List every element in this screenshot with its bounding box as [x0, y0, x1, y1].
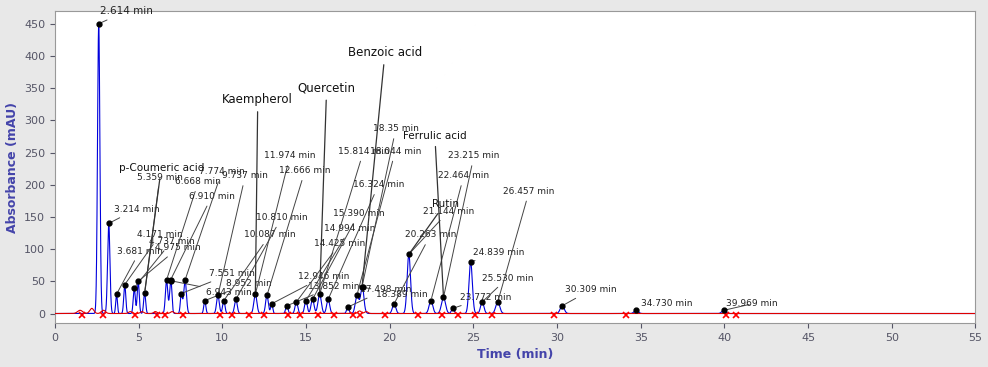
Text: 3.681 min: 3.681 min — [117, 247, 163, 292]
Text: 23.215 min: 23.215 min — [444, 151, 500, 295]
Text: 34.730 min: 34.730 min — [636, 299, 693, 310]
Text: 26.457 min: 26.457 min — [499, 187, 555, 299]
Text: 20.263 min: 20.263 min — [395, 230, 456, 301]
Text: 39.969 min: 39.969 min — [726, 299, 778, 310]
Text: 12.666 min: 12.666 min — [268, 166, 331, 293]
Text: 30.309 min: 30.309 min — [564, 285, 618, 305]
X-axis label: Time (min): Time (min) — [477, 348, 553, 361]
Text: Quercetin: Quercetin — [297, 81, 356, 291]
Text: 16.324 min: 16.324 min — [329, 180, 404, 297]
Text: 8.952 min: 8.952 min — [207, 279, 272, 299]
Text: p-Coumeric acid: p-Coumeric acid — [119, 163, 204, 290]
Text: 18.044 min: 18.044 min — [358, 147, 421, 292]
Text: 12.946 min: 12.946 min — [274, 272, 349, 302]
Text: 4.737 min: 4.737 min — [136, 237, 195, 286]
Text: 18.35 min: 18.35 min — [363, 124, 419, 284]
Text: 13.852 min: 13.852 min — [289, 282, 360, 305]
Text: 18.389 min: 18.389 min — [366, 288, 428, 299]
Text: 6.943 min: 6.943 min — [174, 281, 251, 297]
Text: Kaempherol: Kaempherol — [222, 93, 293, 291]
Text: 4.975 min: 4.975 min — [140, 243, 202, 280]
Text: 14.994 min: 14.994 min — [307, 224, 375, 298]
Text: 15.814 min: 15.814 min — [320, 147, 389, 291]
Text: 17.498 min: 17.498 min — [351, 285, 411, 306]
Text: 10.810 min: 10.810 min — [237, 213, 307, 297]
Text: 9.737 min: 9.737 min — [218, 171, 268, 293]
Text: Benzoic acid: Benzoic acid — [348, 46, 422, 284]
Text: 6.668 min: 6.668 min — [167, 177, 221, 277]
Text: 2.614 min: 2.614 min — [100, 6, 153, 23]
Text: 21.144 min: 21.144 min — [411, 207, 474, 252]
Text: 7.551 min: 7.551 min — [184, 269, 255, 292]
Text: 23.772 min: 23.772 min — [455, 293, 512, 308]
Text: 5.359 min: 5.359 min — [137, 172, 183, 290]
Text: 6.910 min: 6.910 min — [172, 192, 235, 277]
Text: Rutin: Rutin — [410, 199, 458, 252]
Text: 25.530 min: 25.530 min — [482, 274, 534, 300]
Text: 22.464 min: 22.464 min — [432, 171, 489, 298]
Y-axis label: Absorbance (mAU): Absorbance (mAU) — [6, 102, 19, 233]
Text: 24.839 min: 24.839 min — [473, 248, 525, 261]
Text: 15.390 min: 15.390 min — [314, 209, 384, 297]
Text: 10.087 min: 10.087 min — [225, 230, 295, 298]
Text: 3.214 min: 3.214 min — [112, 205, 159, 222]
Text: 14.425 min: 14.425 min — [298, 239, 366, 300]
Text: 7.774 min: 7.774 min — [186, 167, 245, 277]
Text: Ferrulic acid: Ferrulic acid — [403, 131, 466, 295]
Text: 4.171 min: 4.171 min — [126, 230, 183, 282]
Text: 11.974 min: 11.974 min — [256, 151, 315, 291]
